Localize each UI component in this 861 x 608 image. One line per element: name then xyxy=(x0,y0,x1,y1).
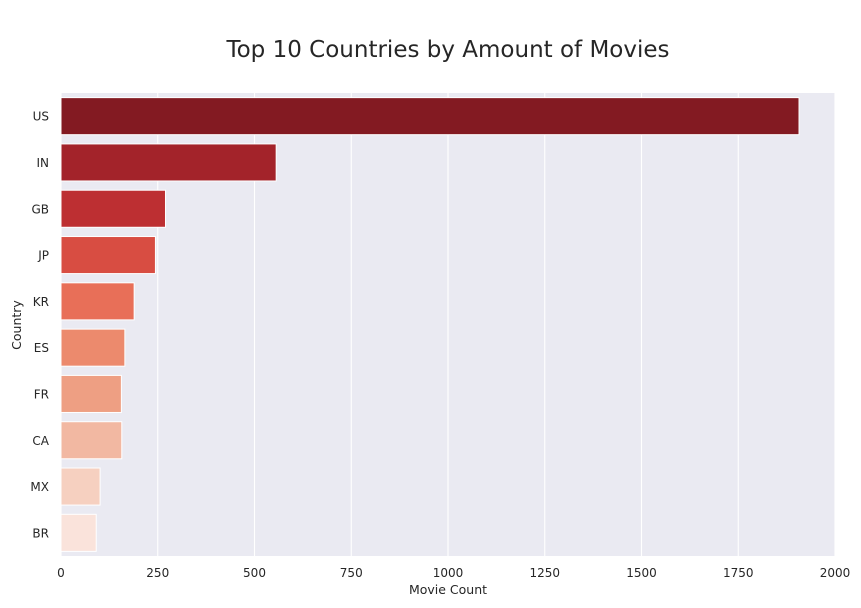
bar-fr xyxy=(60,374,122,413)
bar-es xyxy=(60,328,126,367)
y-tick-label-jp: JP xyxy=(37,249,49,263)
y-tick-label-ca: CA xyxy=(32,434,49,448)
y-axis-label: Country xyxy=(9,300,24,350)
x-tick-label: 1000 xyxy=(433,566,464,580)
bar-br xyxy=(60,513,97,552)
bar-ca xyxy=(60,421,123,460)
y-tick-labels: US IN GB JP KR ES FR CA MX BR xyxy=(30,110,49,541)
bar-us xyxy=(60,97,800,136)
y-tick-label-us: US xyxy=(33,110,49,124)
y-tick-label-in: IN xyxy=(36,156,49,170)
y-tick-label-es: ES xyxy=(34,341,49,355)
x-tick-label: 1250 xyxy=(529,566,560,580)
y-tick-label-kr: KR xyxy=(33,295,49,309)
x-tick-label: 750 xyxy=(340,566,363,580)
y-tick-label-gb: GB xyxy=(31,202,49,216)
bar-gb xyxy=(60,189,166,228)
x-tick-label: 1500 xyxy=(626,566,657,580)
bar-mx xyxy=(60,467,101,506)
bar-kr xyxy=(60,282,135,321)
bars xyxy=(60,97,800,552)
y-tick-label-mx: MX xyxy=(30,480,49,494)
y-tick-label-fr: FR xyxy=(34,387,49,401)
chart-title: Top 10 Countries by Amount of Movies xyxy=(225,37,669,63)
x-tick-label: 500 xyxy=(243,566,266,580)
x-tick-labels: 0 250 500 750 1000 1250 1500 1750 2000 xyxy=(57,566,850,580)
bar-jp xyxy=(60,236,156,275)
x-tick-label: 2000 xyxy=(820,566,851,580)
x-tick-label: 0 xyxy=(57,566,65,580)
x-tick-label: 250 xyxy=(146,566,169,580)
x-axis-label: Movie Count xyxy=(409,582,487,597)
y-tick-label-br: BR xyxy=(32,526,49,540)
bar-in xyxy=(60,143,277,182)
x-tick-label: 1750 xyxy=(723,566,754,580)
